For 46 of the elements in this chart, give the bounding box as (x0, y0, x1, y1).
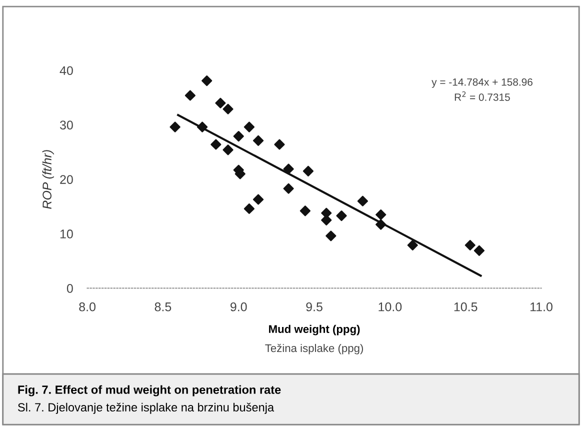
point (184, 90, 196, 101)
annotation: R$^{2}$ = 0.7315 (454, 91, 510, 101)
point (252, 135, 264, 146)
point (215, 98, 226, 108)
point (274, 139, 285, 150)
y-tick-label: 10 (60, 230, 73, 238)
point (300, 206, 311, 216)
text: Fig. 7. Effect of mud weight on penetration rate (18, 385, 281, 396)
y-tick-label: 20 (60, 175, 73, 184)
point (202, 75, 212, 86)
x-tick-label: 11.0 (530, 302, 552, 312)
point (170, 122, 180, 132)
point (407, 240, 418, 250)
point (321, 208, 332, 218)
point (464, 240, 476, 250)
annotation: y = -14.784x + 158.96 (432, 78, 532, 88)
x-tick-label: 8.0 (79, 302, 96, 312)
point (357, 196, 368, 206)
point (376, 219, 386, 230)
x-tick-label: 10.0 (378, 302, 402, 312)
x-tick-label: 10.5 (454, 302, 478, 312)
x-axis-title: Mud weight (ppg) (269, 324, 360, 336)
x-tick-label: 8.5 (154, 302, 172, 312)
text: Sl. 7. Djelovanje težine isplake na brzinu bušenja (18, 402, 274, 414)
y-tick-label: 30 (60, 120, 73, 130)
x-tick-label: 9.0 (230, 302, 247, 312)
point (210, 139, 222, 150)
point (302, 166, 314, 176)
point (244, 122, 255, 132)
point (283, 164, 294, 174)
point (336, 210, 347, 222)
x-tick-label: 9.5 (306, 302, 322, 312)
point (283, 183, 294, 194)
point (326, 230, 336, 242)
text: Težina isplake (ppg) (265, 344, 363, 354)
point (197, 122, 208, 132)
y-tick-label: 0 (66, 284, 73, 293)
point (244, 203, 255, 214)
point (252, 194, 264, 205)
point (376, 209, 386, 220)
point (222, 144, 234, 156)
point (233, 130, 244, 142)
point (474, 245, 485, 256)
y-axis-title: ROP (ft/hr) (42, 150, 54, 209)
point (222, 104, 234, 114)
y-tick-label: 40 (60, 66, 73, 76)
